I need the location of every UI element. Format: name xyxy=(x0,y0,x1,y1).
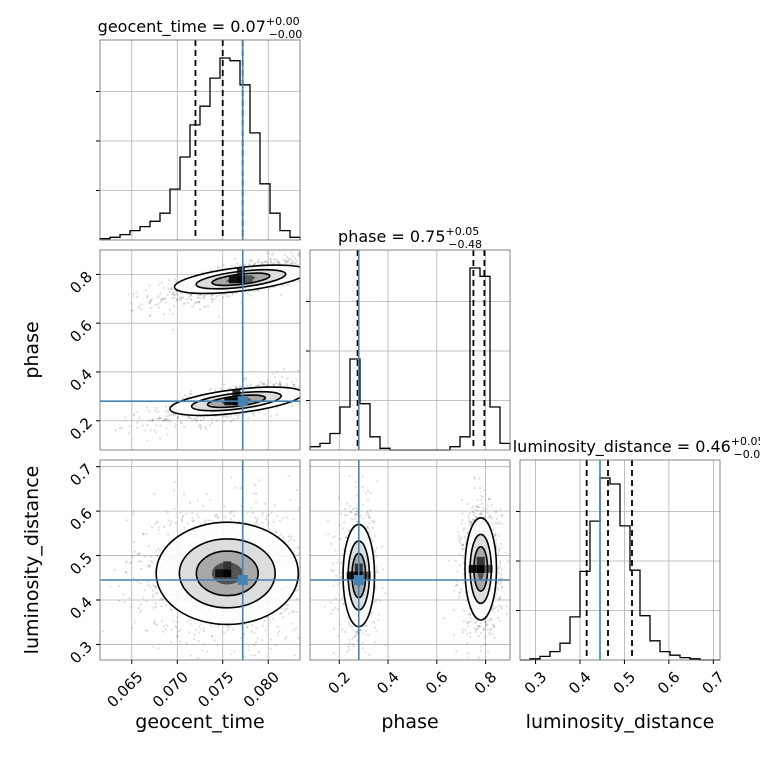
xtick-label-1-1: 0.4 xyxy=(373,668,403,698)
panel-1-1 xyxy=(310,250,510,450)
title-equals-2: = xyxy=(672,437,696,456)
density-2-1 xyxy=(310,460,510,660)
title-name-0: geocent_time xyxy=(98,17,207,37)
frame-0-0 xyxy=(99,39,301,241)
histogram-step-2 xyxy=(520,477,720,661)
xtick-label-2-3: 0.6 xyxy=(654,668,684,698)
title-plus-0: +0.00 xyxy=(266,15,300,28)
ylabel-0: phase xyxy=(21,321,43,378)
title-1: phase = 0.75+0.05 −0.48 xyxy=(338,225,482,251)
histogram-step-1 xyxy=(309,267,511,451)
title-plus-1: +0.05 xyxy=(446,225,480,238)
truth-marker-1-0 xyxy=(237,396,248,407)
histogram-1 xyxy=(306,250,511,451)
xtick-label-2-2: 0.5 xyxy=(610,668,640,698)
title-name-1: phase xyxy=(338,227,386,246)
title-0: geocent_time = 0.07+0.00 −0.00 xyxy=(98,15,303,41)
contour-2-0-0-1 xyxy=(178,538,276,609)
xlabel-2: luminosity_distance xyxy=(526,711,715,733)
histogram-2 xyxy=(516,460,720,661)
xtick-label-2-1: 0.4 xyxy=(565,668,595,698)
ytick-label-2-1: 0.4 xyxy=(66,593,96,623)
title-equals-1: = xyxy=(386,227,410,246)
xtick-label-1-0: 0.2 xyxy=(324,668,354,698)
frame-1-1 xyxy=(309,249,511,451)
xtick-label-1-2: 0.6 xyxy=(422,668,452,698)
contour-1-0-1-0 xyxy=(169,386,300,417)
density-1-0 xyxy=(100,250,300,450)
xtick-label-0-1: 0.070 xyxy=(149,668,192,711)
xtick-label-2-0: 0.3 xyxy=(521,668,551,698)
xtick-label-2-4: 0.7 xyxy=(698,668,728,698)
title-minus-2: −0.05 xyxy=(734,448,760,461)
ytick-label-2-3: 0.6 xyxy=(66,504,96,534)
contour-1-0-0-1 xyxy=(195,268,287,290)
frame-2-2 xyxy=(519,459,721,661)
frame-1-0 xyxy=(99,249,301,451)
ytick-label-1-1: 0.4 xyxy=(66,365,96,395)
truth-marker-2-0 xyxy=(237,575,248,585)
core-2-1-1 xyxy=(468,556,493,573)
contour-2-0-0-2 xyxy=(195,550,259,597)
frame-2-0 xyxy=(99,459,301,661)
title-2: luminosity_distance = 0.46+0.05−0.05 xyxy=(513,435,760,461)
contour-1-0-1-1 xyxy=(190,390,282,412)
ytick-label-1-0: 0.2 xyxy=(66,414,96,444)
title-minus-0: −0.00 xyxy=(269,28,303,41)
ylabel-1: luminosity_distance xyxy=(21,466,43,655)
title-median-2: 0.46 xyxy=(695,437,731,456)
title-name-2: luminosity_distance xyxy=(513,437,672,457)
contour-1-0-1-2 xyxy=(206,394,267,409)
ytick-label-2-4: 0.7 xyxy=(66,460,96,490)
contour-2-0-0-0 xyxy=(155,521,300,626)
ytick-label-2-2: 0.5 xyxy=(66,549,96,579)
ytick-label-1-2: 0.6 xyxy=(66,316,96,346)
core-2-0-0 xyxy=(215,561,240,578)
xtick-label-0-2: 0.075 xyxy=(194,668,237,711)
title-median-1: 0.75 xyxy=(410,227,446,246)
density-2-0 xyxy=(100,460,300,660)
contour-1-0-0-2 xyxy=(211,272,271,287)
histogram-step-0 xyxy=(99,57,301,240)
xlabel-1: phase xyxy=(381,711,438,733)
ytick-label-2-0: 0.3 xyxy=(66,638,96,668)
title-equals-0: = xyxy=(207,17,231,36)
title-median-0: 0.07 xyxy=(230,17,266,36)
ytick-label-1-3: 0.8 xyxy=(66,268,96,298)
title-minus-1: −0.48 xyxy=(448,238,482,251)
contour-2-1-1-0 xyxy=(464,516,498,621)
truth-marker-2-1 xyxy=(353,575,364,585)
histogram-0 xyxy=(96,40,301,240)
xtick-label-0-3: 0.080 xyxy=(240,668,283,711)
title-plus-2: +0.05 xyxy=(731,435,760,448)
xtick-label-1-3: 0.8 xyxy=(471,668,501,698)
xlabel-0: geocent_time xyxy=(135,711,264,733)
contour-2-1-1-2 xyxy=(473,545,489,592)
frame-2-1 xyxy=(309,459,511,661)
contour-2-1-1-1 xyxy=(469,533,493,605)
xtick-label-0-0: 0.065 xyxy=(103,668,146,711)
